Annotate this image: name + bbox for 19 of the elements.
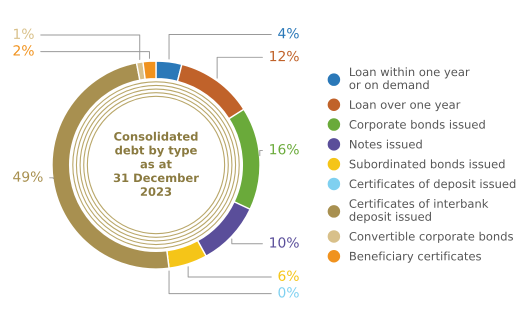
data-label: 10% <box>270 237 299 248</box>
legend-label: Loan within one year or on demand <box>350 67 470 90</box>
legend-label: Corporate bonds issued <box>350 120 485 131</box>
text: Consolidated debt by type as at 31 December 2023 <box>114 132 199 196</box>
text: 0% <box>278 287 299 298</box>
data-label: 2% <box>14 45 34 56</box>
legend-label: Loan over one year <box>350 100 460 112</box>
legend-label: Certificates of interbank deposit issued <box>350 199 488 224</box>
legend-label: Beneficiary certificates <box>350 252 481 263</box>
legend-label: Convertible corporate bonds <box>350 232 513 243</box>
data-label: 4% <box>278 28 299 38</box>
legend-label: Subordinated bonds issued <box>350 159 504 168</box>
data-label: 12% <box>270 50 299 62</box>
data-label: 49% <box>13 171 43 182</box>
data-label: 1% <box>14 28 34 40</box>
data-label: 6% <box>278 270 299 281</box>
legend-label: Certificates of deposit issued <box>350 179 516 190</box>
legend-label: Notes issued <box>350 140 422 149</box>
data-label: 16% <box>270 144 299 154</box>
